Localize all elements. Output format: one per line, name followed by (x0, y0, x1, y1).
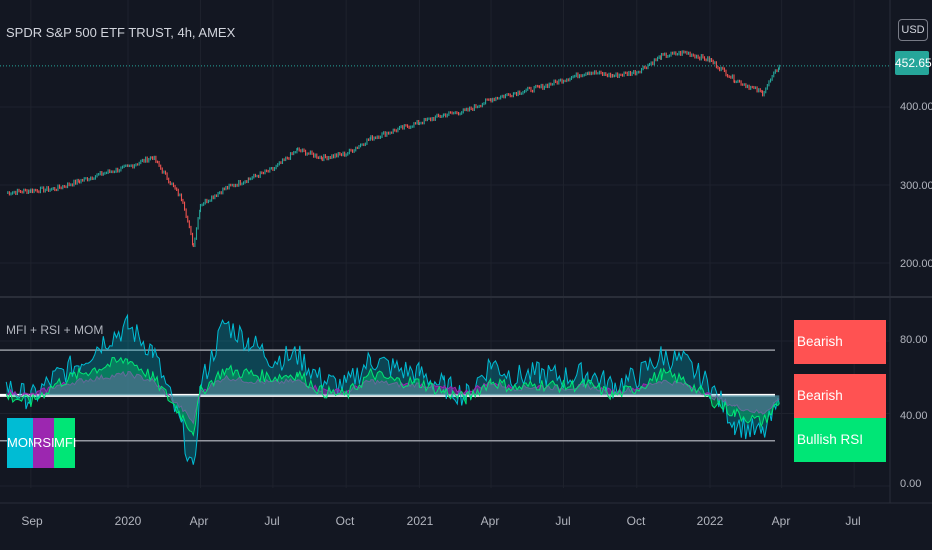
osc-tick-0: 0.00 (900, 478, 922, 490)
oscillator-pane (0, 313, 780, 465)
x-tick-2020: 2020 (114, 514, 142, 528)
x-tick-apr-2020: Apr (189, 514, 209, 528)
x-tick-jul-2020: Jul (264, 514, 280, 528)
x-tick-apr-2021: Apr (480, 514, 500, 528)
status-bearish-momentum: Bearish Momentum (794, 374, 886, 447)
symbol-title: SPDR S&P 500 ETF TRUST, 4h, AMEX (6, 25, 236, 40)
x-tick-2021: 2021 (406, 514, 434, 528)
osc-tick-40: 40.00 (900, 410, 928, 422)
price-tick-300: 300.00 (900, 180, 932, 192)
price-tick-200: 200.00 (900, 258, 932, 270)
x-tick-2022: 2022 (696, 514, 724, 528)
x-tick-apr-2022: Apr (771, 514, 791, 528)
price-pane (0, 50, 890, 248)
status-bearish-money-flow: Bearish Money Flow (794, 320, 886, 393)
legend-mom: MOM (7, 418, 39, 468)
currency-button[interactable]: USD (898, 19, 928, 41)
status-bullish-rsi: Bullish RSI (794, 418, 886, 462)
legend-rsi: RSI (33, 418, 55, 468)
price-tick-400: 400.00 (900, 101, 932, 113)
axes (0, 0, 932, 504)
last-price-badge: 452.65 (895, 51, 932, 75)
x-tick-jul-2022: Jul (845, 514, 861, 528)
osc-line-rsi (6, 370, 780, 425)
osc-tick-80: 80.00 (900, 334, 928, 346)
grid-lines (0, 0, 890, 488)
osc-line-mfi (5, 356, 780, 437)
x-tick-oct-2020: Oct (335, 514, 355, 528)
x-tick-sep-2019: Sep (21, 514, 43, 528)
x-tick-oct-2021: Oct (626, 514, 646, 528)
indicator-title[interactable]: MFI + RSI + MOM (6, 323, 104, 337)
x-tick-jul-2021: Jul (555, 514, 571, 528)
legend-mfi: MFI (54, 418, 76, 468)
osc-line-mom (5, 313, 780, 465)
